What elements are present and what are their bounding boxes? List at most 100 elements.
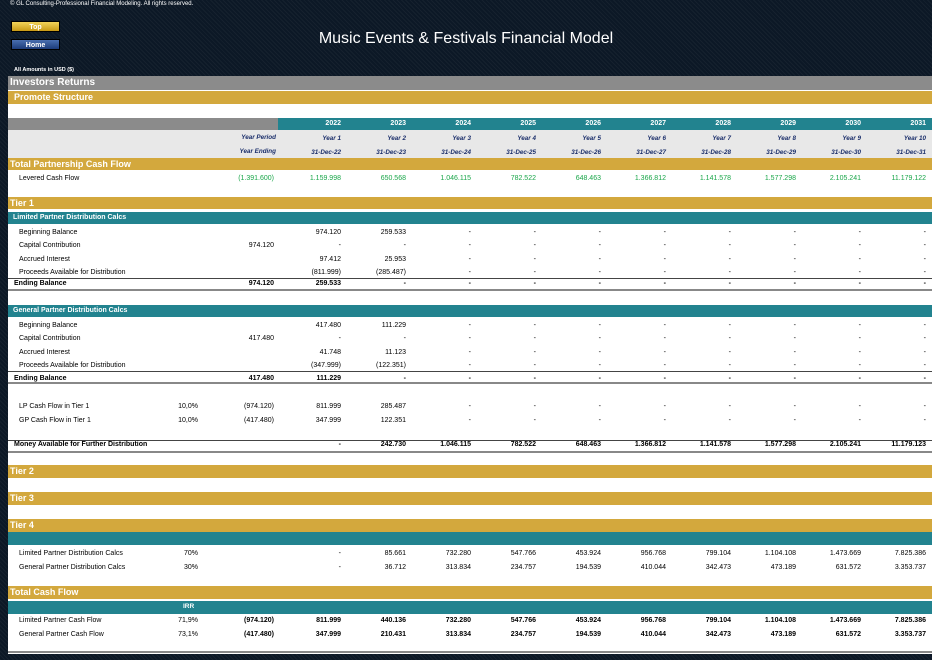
ending-balance-label: Ending Balance [14, 375, 67, 382]
row-value: - [733, 403, 796, 410]
row-total: (974.120) [208, 617, 274, 624]
row-value: - [538, 322, 601, 329]
divider [8, 451, 932, 453]
row-total: 974.120 [208, 280, 274, 287]
row-value: - [538, 256, 601, 263]
row-value: - [408, 280, 471, 287]
row-value: 1.366.812 [603, 441, 666, 448]
row-value: 1.141.578 [668, 175, 731, 182]
year-period: Year 4 [473, 135, 536, 142]
row-value: 631.572 [798, 631, 861, 638]
row-value: - [733, 256, 796, 263]
subsection-header: Promote Structure [8, 91, 932, 104]
row-value: 782.522 [473, 441, 536, 448]
divider [8, 289, 932, 291]
row-value: 85.661 [343, 550, 406, 557]
year-header: 2024 [408, 120, 471, 127]
row-value: - [798, 229, 861, 236]
row-value: - [798, 322, 861, 329]
row-value: - [473, 362, 536, 369]
row-value: (811.999) [278, 269, 341, 276]
year-ending: 31-Dec-27 [603, 149, 666, 156]
row-value: - [798, 349, 861, 356]
row-percent: 71,9% [138, 617, 198, 624]
row-value: - [668, 256, 731, 263]
row-value: 2.105.241 [798, 175, 861, 182]
row-value: 11.179.123 [863, 441, 926, 448]
row-value: - [603, 322, 666, 329]
row-value: - [343, 242, 406, 249]
row-value: - [733, 242, 796, 249]
row-value: - [863, 229, 926, 236]
row-value: 650.568 [343, 175, 406, 182]
row-value: - [863, 322, 926, 329]
row-value: 1.141.578 [668, 441, 731, 448]
year-ending: 31-Dec-22 [278, 149, 341, 156]
copyright-notice: © GL Consulting-Professional Financial M… [10, 1, 193, 7]
row-value: (122.351) [343, 362, 406, 369]
row-value: 194.539 [538, 564, 601, 571]
spreadsheet: Investors Returns Promote Structure Tota… [8, 76, 932, 654]
year-header: 2028 [668, 120, 731, 127]
row-total: 417.480 [208, 335, 274, 342]
row-value: - [863, 256, 926, 263]
levered-cash-flow-label: Levered Cash Flow [19, 175, 79, 182]
year-header: 2023 [343, 120, 406, 127]
row-value: - [473, 417, 536, 424]
tier1-header: Tier 1 [8, 197, 932, 209]
row-label: Limited Partner Cash Flow [19, 617, 101, 624]
row-value: - [863, 417, 926, 424]
row-value: 1.104.108 [733, 617, 796, 624]
row-value: 1.159.998 [278, 175, 341, 182]
row-total: (417.480) [208, 631, 274, 638]
section-header: Investors Returns [8, 76, 932, 90]
divider [8, 651, 932, 653]
row-label: General Partner Cash Flow [19, 631, 104, 638]
row-value: - [408, 349, 471, 356]
row-value: 732.280 [408, 550, 471, 557]
row-value: - [733, 229, 796, 236]
row-label: General Partner Distribution Calcs [19, 564, 125, 571]
row-value: 648.463 [538, 175, 601, 182]
total-partnership-header: Total Partnership Cash Flow [8, 158, 932, 170]
row-label: Beginning Balance [19, 229, 77, 236]
row-value: 234.757 [473, 631, 536, 638]
row-value: (347.999) [278, 362, 341, 369]
row-value: - [538, 229, 601, 236]
row-value: - [733, 375, 796, 382]
row-value: - [408, 229, 471, 236]
row-value: 453.924 [538, 550, 601, 557]
year-header-gray [8, 118, 278, 130]
year-header: 2027 [603, 120, 666, 127]
row-value: - [668, 229, 731, 236]
row-value: 547.766 [473, 617, 536, 624]
irr-label: IRR [183, 603, 194, 610]
row-label: Capital Contribution [19, 242, 80, 249]
tier4-teal-bar [8, 532, 932, 545]
row-value: - [408, 242, 471, 249]
row-value: 259.533 [343, 229, 406, 236]
year-period: Year 5 [538, 135, 601, 142]
divider [8, 371, 932, 372]
row-value: - [408, 375, 471, 382]
row-value: 974.120 [278, 229, 341, 236]
row-value: 347.999 [278, 631, 341, 638]
row-value: - [603, 256, 666, 263]
row-value: - [408, 322, 471, 329]
row-value: - [798, 269, 861, 276]
row-value: - [733, 349, 796, 356]
row-value: (285.487) [343, 269, 406, 276]
row-value: 811.999 [278, 617, 341, 624]
row-value: 347.999 [278, 417, 341, 424]
row-value: 97.412 [278, 256, 341, 263]
row-value: - [603, 280, 666, 287]
row-value: 194.539 [538, 631, 601, 638]
row-total: 417.480 [208, 375, 274, 382]
row-value: - [863, 269, 926, 276]
row-value: 782.522 [473, 175, 536, 182]
row-value: 799.104 [668, 617, 731, 624]
row-value: 259.533 [278, 280, 341, 287]
row-value: - [538, 417, 601, 424]
year-ending: 31-Dec-23 [343, 149, 406, 156]
row-label: Capital Contribution [19, 335, 80, 342]
